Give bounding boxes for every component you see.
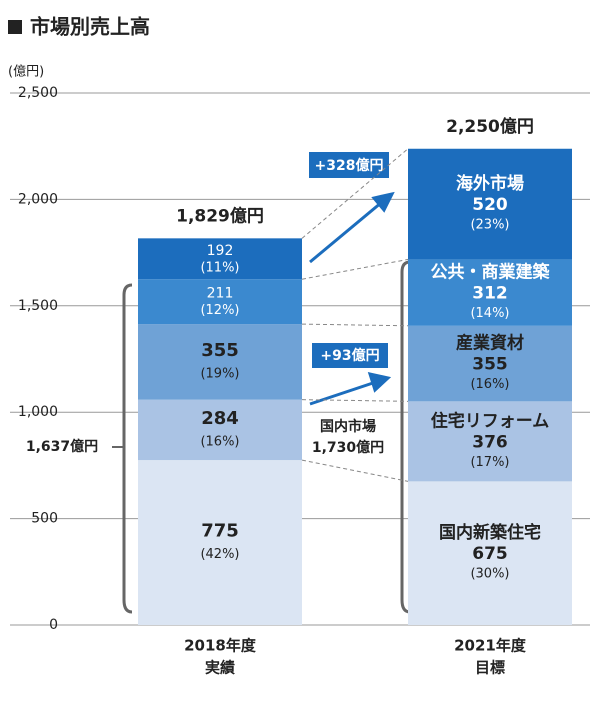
share-label: (16%) bbox=[470, 377, 509, 392]
bar-segment bbox=[408, 481, 572, 625]
total-label: 2,250億円 bbox=[446, 116, 534, 137]
share-label: (23%) bbox=[470, 218, 509, 233]
value-label: 775 bbox=[201, 521, 239, 542]
bar-segment bbox=[138, 238, 302, 280]
growth-label: +93億円 bbox=[320, 347, 379, 364]
bracket bbox=[122, 283, 133, 614]
bar-segment bbox=[408, 401, 572, 482]
value-label: 211 bbox=[207, 286, 234, 302]
bar-segment bbox=[408, 259, 572, 326]
connector-line bbox=[301, 258, 409, 280]
share-label: (14%) bbox=[470, 306, 509, 321]
arrow bbox=[309, 200, 383, 264]
arrow bbox=[309, 380, 377, 406]
arrow-head bbox=[371, 191, 395, 213]
domestic-total: 1,730億円 bbox=[312, 439, 384, 456]
domestic-total: 1,637億円 bbox=[26, 438, 98, 455]
segment-name: 住宅リフォーム bbox=[431, 410, 550, 431]
growth-box bbox=[309, 152, 389, 178]
growth-label: +328億円 bbox=[315, 157, 384, 174]
segment-name: 公共・商業建築 bbox=[431, 262, 551, 283]
arrows bbox=[309, 191, 395, 406]
bar-segment bbox=[408, 148, 572, 260]
value-label: 520 bbox=[472, 195, 508, 215]
share-label: (16%) bbox=[200, 434, 239, 449]
segment-name: 国内新築住宅 bbox=[439, 522, 541, 543]
connector-line bbox=[301, 399, 409, 402]
share-label: (11%) bbox=[200, 260, 239, 275]
y-tick-label: 2,000 bbox=[18, 191, 58, 207]
value-label: 192 bbox=[207, 243, 234, 259]
title-marker bbox=[8, 20, 22, 34]
connector-line bbox=[301, 459, 409, 482]
connector-line bbox=[301, 323, 409, 327]
bar-segment bbox=[138, 324, 302, 400]
arrow-head bbox=[367, 371, 392, 393]
value-label: 355 bbox=[201, 340, 239, 361]
y-tick-label: 500 bbox=[31, 511, 58, 527]
value-label: 355 bbox=[472, 355, 508, 375]
domestic-title: 国内市場 bbox=[320, 418, 376, 435]
y-unit: (億円) bbox=[8, 64, 44, 80]
x-tick-label: 2021年度 bbox=[454, 637, 527, 655]
share-label: (12%) bbox=[200, 303, 239, 318]
bar-segment bbox=[408, 325, 572, 402]
bar-segment bbox=[138, 460, 302, 625]
value-label: 675 bbox=[472, 544, 508, 564]
value-label: 312 bbox=[472, 284, 508, 304]
share-label: (30%) bbox=[470, 567, 509, 582]
y-tick-label: 1,000 bbox=[18, 404, 58, 420]
segment-name: 海外市場 bbox=[456, 173, 524, 194]
total-label: 1,829億円 bbox=[176, 205, 264, 226]
bar-segment bbox=[138, 279, 302, 325]
x-tick-sublabel: 目標 bbox=[475, 659, 505, 677]
y-tick-label: 1,500 bbox=[18, 298, 58, 314]
share-label: (19%) bbox=[200, 366, 239, 381]
value-label: 284 bbox=[201, 408, 239, 429]
growth-box bbox=[312, 343, 388, 368]
chart-title: 市場別売上高 bbox=[30, 15, 150, 39]
x-tick-label: 2018年度 bbox=[184, 637, 257, 655]
value-label: 376 bbox=[472, 432, 508, 452]
y-tick-label: 2,500 bbox=[18, 85, 58, 101]
share-label: (42%) bbox=[200, 547, 239, 562]
connector-line bbox=[301, 148, 409, 239]
y-tick-label: 0 bbox=[49, 617, 58, 633]
share-label: (17%) bbox=[470, 455, 509, 470]
x-tick-sublabel: 実績 bbox=[205, 659, 235, 677]
bracket bbox=[400, 260, 411, 614]
segment-name: 産業資材 bbox=[456, 333, 524, 354]
bar-segment bbox=[138, 399, 302, 461]
